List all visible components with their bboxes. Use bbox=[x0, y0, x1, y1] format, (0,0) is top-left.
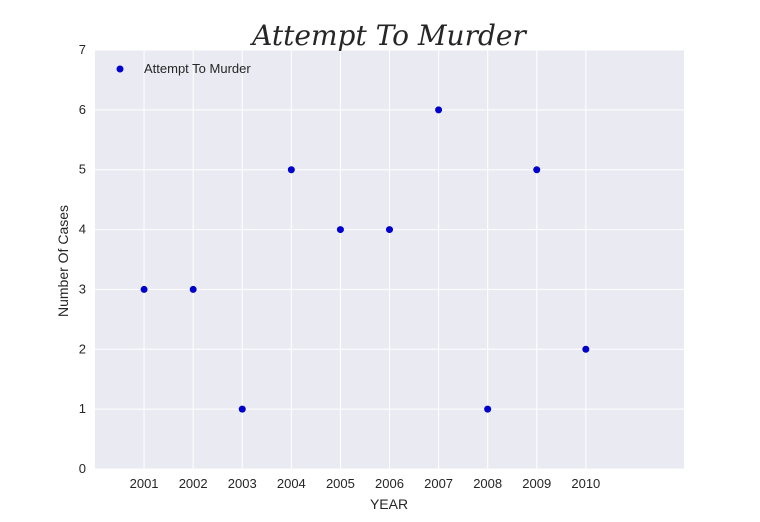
data-points bbox=[140, 106, 590, 413]
x-tick-label: 2005 bbox=[326, 476, 355, 491]
y-tick-label: 0 bbox=[79, 461, 86, 476]
data-point bbox=[484, 405, 492, 413]
y-tick-label: 1 bbox=[79, 401, 86, 416]
y-tick-label: 7 bbox=[79, 42, 86, 57]
data-point bbox=[238, 405, 246, 413]
data-point bbox=[533, 166, 541, 174]
x-axis-label: YEAR bbox=[370, 496, 408, 512]
x-tick-label: 2010 bbox=[571, 476, 600, 491]
y-tick-label: 6 bbox=[79, 102, 86, 117]
y-axis-label: Number Of Cases bbox=[55, 205, 71, 317]
data-point bbox=[287, 166, 295, 174]
y-tick-label: 2 bbox=[79, 341, 86, 356]
x-tick-label: 2009 bbox=[522, 476, 551, 491]
legend: Attempt To Murder bbox=[116, 61, 251, 76]
x-tick-label: 2003 bbox=[228, 476, 257, 491]
data-point bbox=[435, 106, 443, 114]
legend-marker bbox=[116, 65, 124, 73]
y-tick-label: 4 bbox=[79, 222, 86, 237]
legend-label: Attempt To Murder bbox=[144, 61, 251, 76]
x-tick-label: 2008 bbox=[473, 476, 502, 491]
chart-title: Attempt To Murder bbox=[249, 19, 527, 52]
y-tick-label: 3 bbox=[79, 281, 86, 296]
x-tick-label: 2007 bbox=[424, 476, 453, 491]
tick-labels: 0 1 2 3 4 5 6 7 2001 2002 2003 2004 2005 2006 2007 2008… bbox=[79, 42, 601, 491]
x-tick-label: 2001 bbox=[130, 476, 159, 491]
data-point bbox=[582, 345, 590, 353]
data-point bbox=[140, 285, 148, 293]
y-tick-label: 5 bbox=[79, 162, 86, 177]
x-tick-label: 2002 bbox=[179, 476, 208, 491]
data-point bbox=[386, 226, 393, 234]
data-point bbox=[336, 226, 344, 234]
grid-lines bbox=[95, 49, 684, 470]
x-tick-label: 2004 bbox=[277, 476, 306, 491]
x-tick-label: 2006 bbox=[375, 476, 404, 491]
data-point bbox=[189, 285, 197, 293]
